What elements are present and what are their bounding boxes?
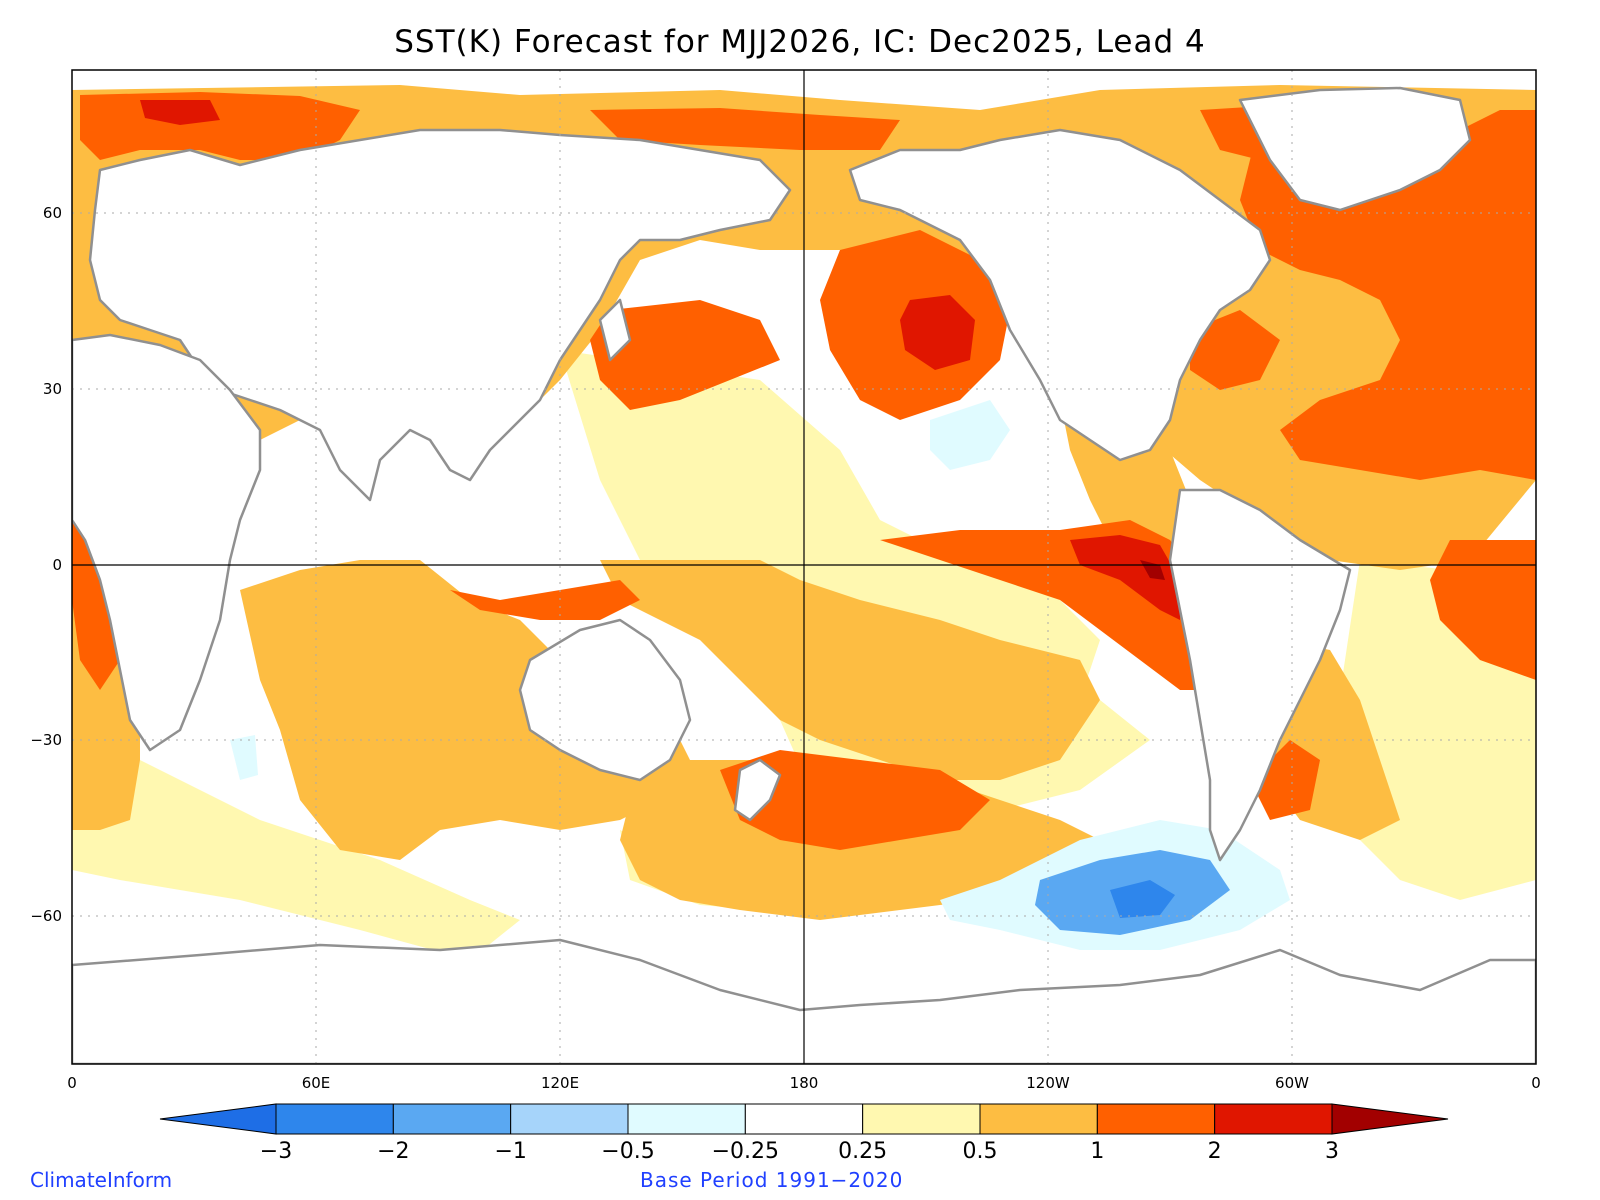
colorbar-label: 0.5 <box>963 1139 998 1164</box>
colorbar-segment <box>510 1103 629 1135</box>
colorbar-label: −2 <box>377 1139 409 1164</box>
colorbar-segment <box>627 1103 746 1135</box>
colorbar-label: 3 <box>1325 1139 1339 1164</box>
colorbar-arrow-high <box>1331 1103 1449 1135</box>
x-axis-ticks: 0 60E 120E 180 120W 60W 0 <box>67 1074 1541 1092</box>
y-tick-neg30: −30 <box>30 731 62 749</box>
colorbar-label: −3 <box>260 1139 292 1164</box>
colorbar-segment <box>744 1103 864 1135</box>
source-label: ClimateInform <box>30 1168 173 1192</box>
y-tick-30: 30 <box>43 380 62 398</box>
colorbar-segment <box>392 1103 512 1135</box>
north-america-land <box>848 128 1272 462</box>
antarctica-land <box>72 938 1536 1064</box>
africa-land <box>72 333 262 752</box>
colorbar-segment <box>862 1103 981 1135</box>
x-tick-180: 180 <box>790 1074 819 1092</box>
colorbar-arrow-low <box>159 1103 277 1135</box>
colorbar-segment <box>1214 1103 1333 1135</box>
new-zealand-land <box>733 758 782 822</box>
x-tick-120e: 120E <box>541 1074 579 1092</box>
australia-land <box>518 618 692 782</box>
map-frame <box>71 69 1537 1065</box>
colorbar-segment <box>979 1103 1098 1135</box>
colorbar-label: −0.5 <box>601 1139 654 1164</box>
south-america-land <box>1168 488 1352 862</box>
x-tick-0: 0 <box>67 1074 77 1092</box>
anomaly-neg-1-2 <box>1110 880 1175 918</box>
anomaly-field <box>72 70 1536 1064</box>
base-period-label: Base Period 1991−2020 <box>640 1168 904 1192</box>
colorbar-label: 1 <box>1090 1139 1104 1164</box>
y-tick-60: 60 <box>43 204 62 222</box>
y-axis-ticks: 60 30 0 −30 −60 <box>30 204 62 925</box>
japan-land <box>598 298 632 362</box>
greenland-land <box>1238 86 1472 212</box>
x-tick-60e: 60E <box>302 1074 331 1092</box>
x-tick-60w: 60W <box>1275 1074 1309 1092</box>
x-tick-0-right: 0 <box>1531 1074 1541 1092</box>
landmasses <box>72 86 1536 1064</box>
colorbar: −3 −2 −1 −0.5 −0.25 0.25 0.5 1 2 3 <box>159 1103 1449 1164</box>
colorbar-segment <box>1096 1103 1216 1135</box>
colorbar-label: −0.25 <box>712 1139 779 1164</box>
colorbar-label: 0.25 <box>838 1139 887 1164</box>
colorbar-label: 2 <box>1208 1139 1222 1164</box>
colorbar-segment <box>275 1103 394 1135</box>
colorbar-label: −1 <box>494 1139 526 1164</box>
y-tick-neg60: −60 <box>30 907 62 925</box>
gridlines <box>72 70 1536 1064</box>
y-tick-0: 0 <box>52 556 62 574</box>
x-tick-120w: 120W <box>1026 1074 1070 1092</box>
chart-title: SST(K) Forecast for MJJ2026, IC: Dec2025… <box>394 24 1206 60</box>
